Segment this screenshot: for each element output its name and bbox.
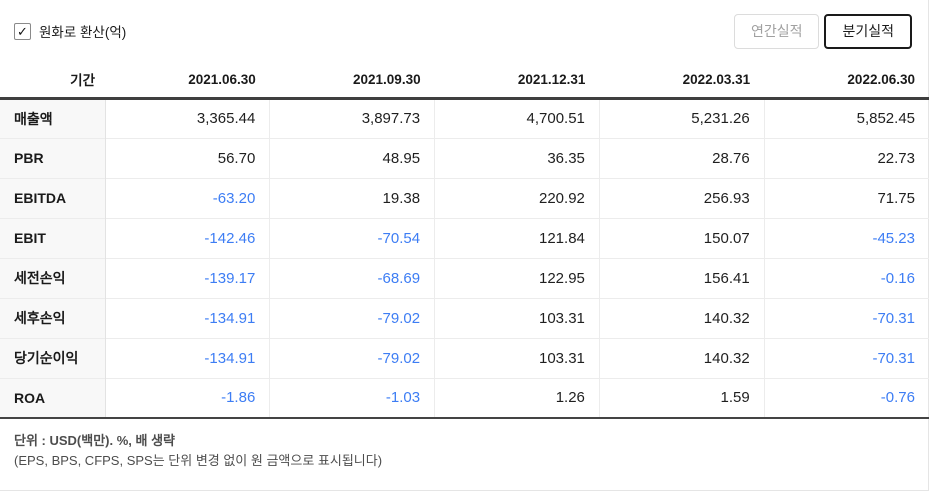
- row-label: PBR: [0, 138, 106, 178]
- value-cell: 28.76: [598, 138, 765, 178]
- row-label: 매출액: [0, 98, 106, 138]
- value-cell: 22.73: [763, 138, 929, 178]
- financials-table: 기간 2021.06.30 2021.09.30 2021.12.31 2022.03…: [0, 62, 929, 419]
- value-cell: 121.84: [434, 218, 600, 258]
- value-cell: 1.26: [434, 378, 600, 418]
- value-cell: -70.54: [269, 218, 435, 258]
- krw-toggle-label: 원화로 환산(억): [39, 25, 127, 40]
- value-cell: -134.91: [204, 309, 256, 327]
- value-cell: -134.91: [204, 349, 256, 367]
- table-row: EBITDA -63.20 19.38 220.92 256.93 71.75: [0, 178, 929, 218]
- row-label: 세후손익: [0, 298, 106, 338]
- value-cell: 19.38: [269, 178, 435, 218]
- value-cell: 220.92: [434, 178, 600, 218]
- unit-note-line1: 단위 : USD(백만). %, 배 생략: [14, 433, 175, 448]
- row-label: 세전손익: [0, 258, 106, 298]
- table-row: EBIT -142.46 -70.54 121.84 150.07 -45.23: [0, 218, 929, 258]
- value-cell: -45.23: [763, 218, 929, 258]
- value-cell: 36.35: [434, 138, 600, 178]
- value-cell: -68.69: [269, 258, 435, 298]
- period-header: 기간: [0, 62, 105, 100]
- date-column-header: 2022.03.31: [599, 62, 765, 100]
- value-cell: -79.02: [269, 338, 435, 378]
- quarterly-results-button[interactable]: 분기실적: [824, 13, 912, 49]
- value-cell: 122.95: [434, 258, 600, 298]
- date-column-header: 2022.06.30: [764, 62, 929, 100]
- table-row: 당기순이익 -134.91 -79.02 103.31 140.32 -70.31: [0, 338, 929, 378]
- value-cell: 3,365.44: [196, 110, 256, 127]
- annual-results-button[interactable]: 연간실적: [733, 13, 820, 49]
- value-cell: -139.17: [204, 269, 256, 287]
- value-cell: 103.31: [434, 298, 600, 338]
- value-cell: 48.95: [269, 138, 435, 178]
- value-cell: -79.02: [269, 298, 435, 338]
- row-label: EBIT: [0, 218, 106, 258]
- date-column-header: 2021.12.31: [434, 62, 600, 100]
- value-cell: -70.31: [763, 338, 929, 378]
- table-row: ROA -1.86 -1.03 1.26 1.59 -0.76: [0, 378, 929, 418]
- value-cell: 5,852.45: [763, 98, 929, 138]
- value-cell: -0.16: [763, 258, 929, 298]
- value-cell: 150.07: [598, 218, 765, 258]
- value-cell: 4,700.51: [434, 98, 600, 138]
- unit-note-line2: (EPS, BPS, CFPS, SPS는 단위 변경 없이 원 금액으로 표시…: [14, 453, 383, 468]
- unit-footnote: 단위 : USD(백만). %, 배 생략 (EPS, BPS, CFPS, S…: [0, 419, 928, 471]
- value-cell: 140.32: [598, 298, 765, 338]
- date-column-header: 2021.06.30: [105, 62, 270, 100]
- view-toggle-group: 연간실적 분기실적: [733, 13, 912, 49]
- value-cell: 71.75: [763, 178, 929, 218]
- value-cell: -1.86: [221, 389, 256, 407]
- table-row: PBR 56.70 48.95 36.35 28.76 22.73: [0, 138, 929, 178]
- row-label: EBITDA: [0, 178, 106, 218]
- row-label: ROA: [0, 378, 106, 418]
- value-cell: -63.20: [212, 189, 256, 207]
- value-cell: 5,231.26: [598, 98, 765, 138]
- value-cell: 3,897.73: [269, 98, 435, 138]
- value-cell: 103.31: [434, 338, 600, 378]
- value-cell: 56.70: [217, 149, 256, 167]
- value-cell: -1.03: [269, 378, 435, 418]
- value-cell: 256.93: [598, 178, 765, 218]
- checkbox-checked-icon[interactable]: ✓: [14, 22, 31, 40]
- value-cell: -0.76: [763, 378, 929, 418]
- krw-conversion-toggle[interactable]: ✓ 원화로 환산(억): [14, 21, 126, 41]
- table-header-row: 기간 2021.06.30 2021.09.30 2021.12.31 2022.03…: [0, 62, 929, 100]
- table-row: 매출액 3,365.44 3,897.73 4,700.51 5,231.26 5,852…: [0, 98, 929, 138]
- value-cell: 1.59: [598, 378, 765, 418]
- value-cell: -70.31: [763, 298, 929, 338]
- control-bar: ✓ 원화로 환산(억) 연간실적 분기실적: [0, 0, 928, 62]
- date-column-header: 2021.09.30: [269, 62, 435, 100]
- table-row: 세후손익 -134.91 -79.02 103.31 140.32 -70.31: [0, 298, 929, 338]
- row-label: 당기순이익: [0, 338, 106, 378]
- value-cell: -142.46: [204, 229, 256, 247]
- value-cell: 140.32: [598, 338, 765, 378]
- value-cell: 156.41: [598, 258, 765, 298]
- table-row: 세전손익 -139.17 -68.69 122.95 156.41 -0.16: [0, 258, 929, 298]
